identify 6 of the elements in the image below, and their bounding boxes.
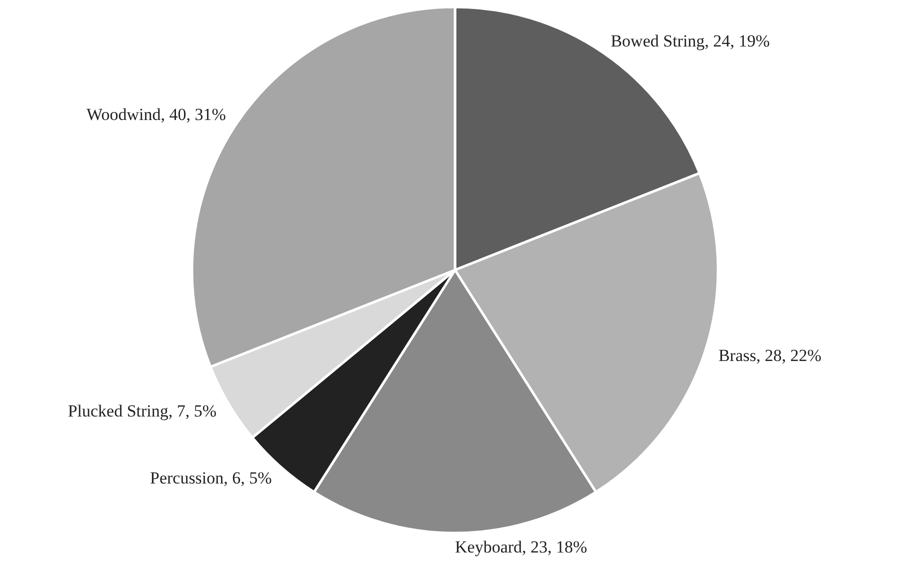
slice-label: Plucked String, 7, 5% (68, 402, 217, 421)
slice-label: Keyboard, 23, 18% (455, 538, 588, 556)
slice-label: Brass, 28, 22% (718, 346, 822, 366)
slice-label: Woodwind, 40, 31% (86, 104, 226, 124)
slice-label: Bowed String, 24, 19% (610, 31, 770, 50)
slice-label: Percussion, 6, 5% (150, 468, 272, 488)
